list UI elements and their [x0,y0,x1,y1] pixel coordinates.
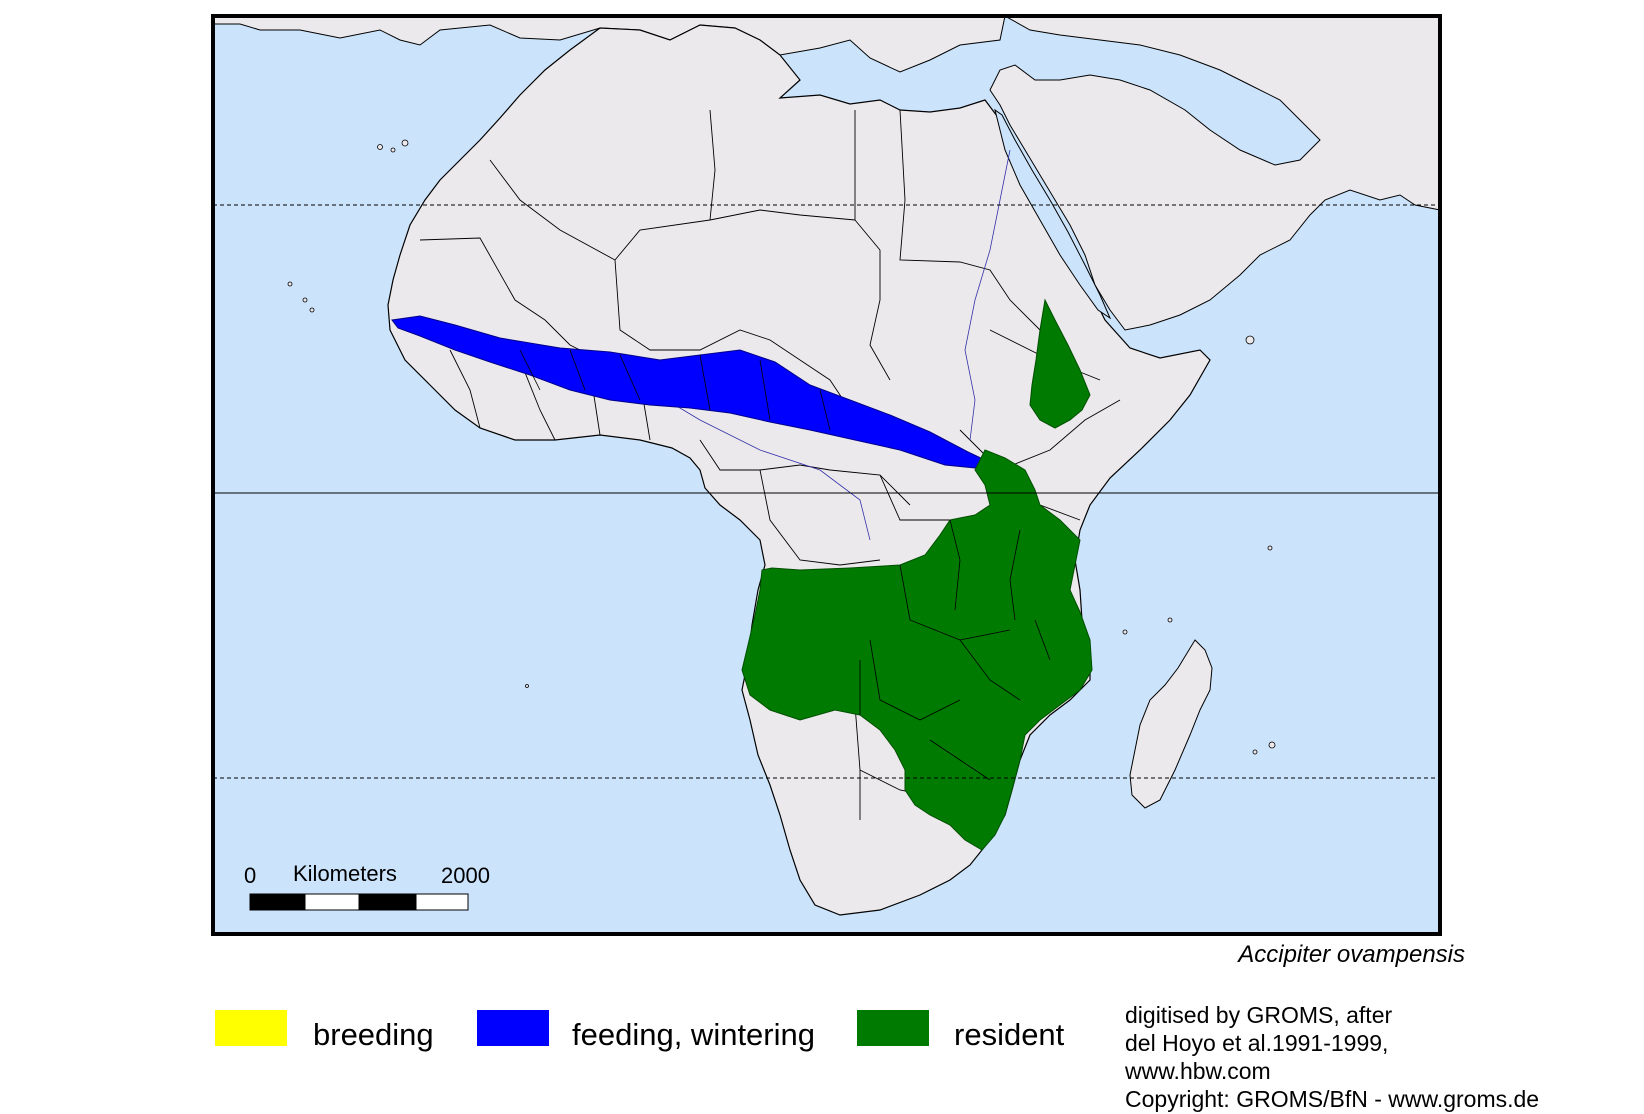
red-sea [994,108,1112,320]
feeding-range-borders [519,349,831,431]
credit-line-1: digitised by GROMS, after [1125,1002,1393,1028]
legend-swatch-resident [857,1010,929,1046]
resident-range-borders [859,519,1051,781]
resident-range-ethiopia [1029,298,1091,429]
legend-swatch-feeding [477,1010,549,1046]
species-name: Accipiter ovampensis [1238,941,1465,968]
scale-segment-4 [415,893,469,911]
credit-line-2: del Hoyo et al.1991-1999, [1125,1030,1389,1056]
scale-segment-1 [249,893,306,911]
land-madagascar [1129,639,1213,809]
scale-segment-3 [358,893,417,911]
map-border [211,14,1442,936]
scale-start-label: 0 [244,863,256,888]
rivers [649,149,1011,541]
feeding-range [391,315,986,469]
legend-label-resident: resident [954,1017,1065,1052]
credit-line-4: Copyright: GROMS/BfN - www.groms.de [1125,1086,1540,1112]
credit-line-3: www.hbw.com [1125,1058,1271,1084]
legend-label-breeding: breeding [313,1017,434,1052]
legend-swatch-breeding [215,1010,287,1046]
resident-range-south [741,449,1093,851]
legend-label-feeding: feeding, wintering [572,1017,815,1052]
scale-unit-label: Kilometers [293,861,397,886]
scale-segment-2 [304,893,360,911]
scale-bar: 0 Kilometers 2000 [244,861,490,911]
islands [287,139,1276,755]
land-arabia [989,15,1441,331]
scale-end-label: 2000 [441,863,490,888]
credits: digitised by GROMS, after del Hoyo et al… [1125,1001,1625,1113]
